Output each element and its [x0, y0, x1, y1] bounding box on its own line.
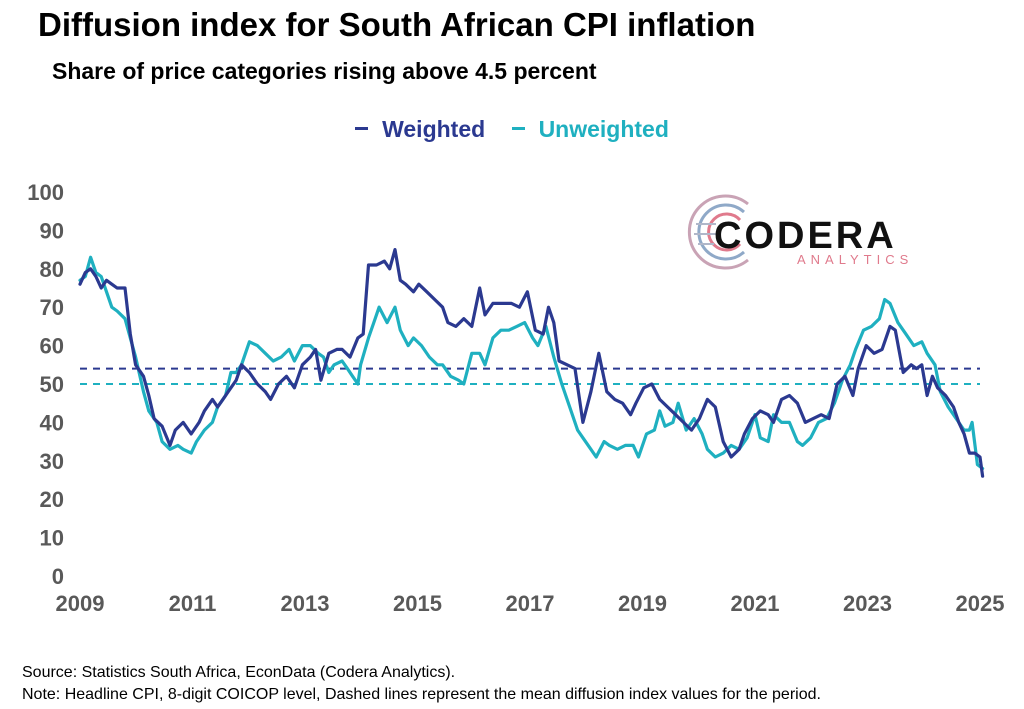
y-tick-label: 20: [40, 487, 64, 512]
footnote: Note: Headline CPI, 8-digit COICOP level…: [22, 686, 821, 703]
legend-item-unweighted: Unweighted: [511, 116, 669, 143]
x-tick-label: 2021: [731, 591, 780, 616]
logo-wordmark: CODERA: [714, 215, 897, 257]
codera-logo: CODERA ANALYTICS: [687, 194, 913, 270]
logo-subtitle: ANALYTICS: [797, 252, 913, 267]
y-tick-label: 70: [40, 295, 64, 320]
mean-lines: [80, 367, 980, 385]
x-tick-label: 2009: [56, 591, 105, 616]
x-tick-label: 2011: [169, 591, 217, 616]
legend-swatch-unweighted: [511, 127, 525, 131]
y-tick-label: 100: [27, 180, 64, 205]
y-tick-label: 10: [40, 526, 64, 551]
chart-legend: Weighted Unweighted: [0, 116, 1024, 143]
logo-mark-icon: [687, 194, 749, 270]
chart-subtitle: Share of price categories rising above 4…: [52, 58, 597, 84]
series-line-weighted: [78, 248, 985, 478]
series-lines: [78, 248, 985, 478]
x-tick-label: 2023: [843, 591, 892, 616]
y-tick-label: 0: [52, 564, 64, 589]
y-tick-label: 60: [40, 334, 64, 359]
y-tick-label: 50: [40, 372, 64, 397]
legend-label-unweighted: Unweighted: [538, 116, 669, 142]
y-tick-label: 80: [40, 257, 64, 282]
x-tick-label: 2017: [506, 591, 555, 616]
legend-swatch-weighted: [355, 127, 369, 131]
legend-label-weighted: Weighted: [382, 116, 486, 142]
y-tick-label: 40: [40, 410, 64, 435]
x-axis: 2009 2011 2013 2015 2017 2019 2021 2023 2025: [56, 591, 1005, 616]
y-tick-label: 90: [40, 218, 64, 243]
x-tick-label: 2015: [393, 591, 442, 616]
y-tick-label: 30: [40, 449, 64, 474]
series-line-unweighted: [78, 255, 985, 471]
x-tick-label: 2025: [956, 591, 1005, 616]
y-axis: 0 10 20 30 40 50 60 70 80 90 100: [27, 180, 64, 589]
source-note: Source: Statistics South Africa, EconDat…: [22, 664, 456, 681]
x-tick-label: 2013: [281, 591, 330, 616]
x-tick-label: 2019: [618, 591, 667, 616]
chart-title: Diffusion index for South African CPI in…: [38, 6, 756, 43]
legend-item-weighted: Weighted: [355, 116, 485, 143]
